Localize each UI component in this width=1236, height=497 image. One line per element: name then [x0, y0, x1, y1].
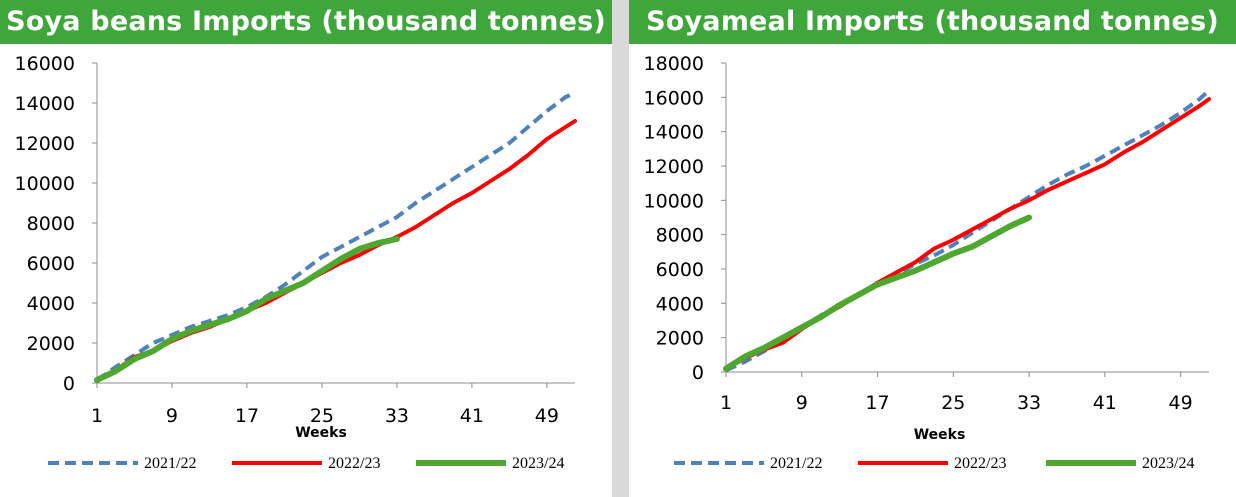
x-tick-label: 9	[796, 392, 808, 414]
series-line-2023-24	[723, 214, 1033, 372]
x-tick-label: 25	[941, 392, 965, 414]
x-tick-label: 33	[385, 405, 409, 427]
y-tick-label: 10000	[644, 190, 704, 212]
x-tick-label: 25	[310, 405, 334, 427]
y-tick-label: 6000	[656, 259, 704, 281]
x-tick-label: 49	[1168, 392, 1192, 414]
series-line-2021-22	[95, 91, 576, 382]
soyameal-chart-title: Soyameal Imports (thousand tonnes)	[629, 0, 1236, 44]
y-tick-label: 8000	[656, 225, 704, 247]
y-tick-label: 16000	[15, 53, 75, 75]
x-tick-label: 41	[460, 405, 484, 427]
legend-label-2023-24: 2023/24	[1142, 455, 1194, 472]
y-tick-label: 12000	[15, 133, 75, 155]
y-tick-label: 8000	[27, 213, 75, 235]
x-tick-label: 17	[235, 405, 259, 427]
y-tick-label: 2000	[656, 328, 704, 350]
panel-divider	[612, 0, 629, 497]
y-tick-label: 0	[692, 362, 704, 384]
x-tick-label: 1	[720, 392, 732, 414]
y-tick-label: 14000	[15, 93, 75, 115]
legend-label-2022-23: 2022/23	[328, 455, 380, 472]
x-tick-label: 17	[865, 392, 889, 414]
soya-beans-chart: 0 2000 4000 6000 8000 10000 12000 14000 16000 1 9 1…	[15, 53, 577, 472]
soya-beans-panel: Soya beans Imports (thousand tonnes) 0 20…	[0, 0, 612, 497]
x-tick-label: 33	[1017, 392, 1041, 414]
y-tick-label: 12000	[644, 156, 704, 178]
soyameal-panel: Soyameal Imports (thousand tonnes) 0 2000…	[629, 0, 1236, 497]
series-line-2023-24	[94, 236, 400, 383]
legend-label-2021-22: 2021/22	[770, 455, 822, 472]
x-tick-label: 41	[1093, 392, 1117, 414]
y-tick-label: 2000	[27, 333, 75, 355]
y-tick-label: 10000	[15, 173, 75, 195]
y-tick-label: 6000	[27, 253, 75, 275]
y-tick-label: 4000	[656, 293, 704, 315]
x-tick-label: 1	[91, 405, 103, 427]
y-tick-label: 18000	[644, 53, 704, 75]
x-tick-label: 9	[166, 405, 178, 427]
y-tick-label: 0	[63, 373, 75, 395]
y-tick-label: 4000	[27, 293, 75, 315]
soya-beans-chart-title: Soya beans Imports (thousand tonnes)	[0, 0, 612, 44]
x-axis-title: Weeks	[295, 425, 347, 441]
y-tick-label: 14000	[644, 122, 704, 144]
y-tick-label: 16000	[644, 87, 704, 109]
legend-label-2021-22: 2021/22	[144, 455, 196, 472]
legend-label-2023-24: 2023/24	[512, 455, 564, 472]
legend-label-2022-23: 2022/23	[954, 455, 1006, 472]
x-axis-title: Weeks	[914, 427, 966, 443]
x-tick-label: 49	[535, 405, 559, 427]
soyameal-chart: 0 2000 4000 6000 8000 10000 12000 14000 16000 180…	[644, 53, 1211, 472]
